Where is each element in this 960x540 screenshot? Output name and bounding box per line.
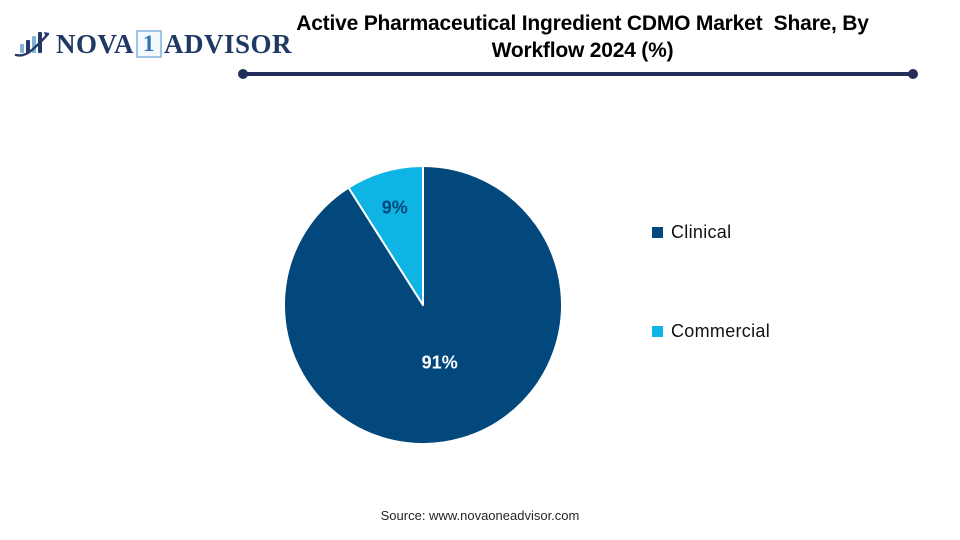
legend-swatch-commercial <box>652 325 663 337</box>
brand-logo: NOVA 1 ADVISOR <box>14 28 292 60</box>
underline-right-dot <box>908 69 918 79</box>
legend-label-commercial: Commercial <box>671 320 771 341</box>
brand-name: NOVA 1 ADVISOR <box>56 29 292 60</box>
legend-item-clinical: Clinical <box>652 220 731 244</box>
underline-line <box>243 72 913 76</box>
pie-slice-label-clinical: 91% <box>422 352 458 372</box>
title-underline <box>238 68 918 80</box>
pie-chart-area: 91% 9% <box>281 163 565 447</box>
legend-label-clinical: Clinical <box>671 221 732 242</box>
legend-swatch-clinical <box>652 226 663 238</box>
chart-title: Active Pharmaceutical Ingredient CDMO Ma… <box>296 12 869 62</box>
brand-name-part2: ADVISOR <box>164 28 293 59</box>
pie-chart: 91% 9% <box>283 165 563 445</box>
pie-slice-commercial <box>347 165 424 306</box>
pie-slice-label-commercial: 9% <box>382 198 408 218</box>
legend-item-commercial: Commercial <box>652 319 770 343</box>
bar-chart-growth-icon <box>14 32 50 57</box>
brand-one-badge: 1 <box>136 30 163 58</box>
brand-name-part1: NOVA <box>56 28 135 59</box>
source-note: Source: www.novaoneadvisor.com <box>380 508 580 523</box>
